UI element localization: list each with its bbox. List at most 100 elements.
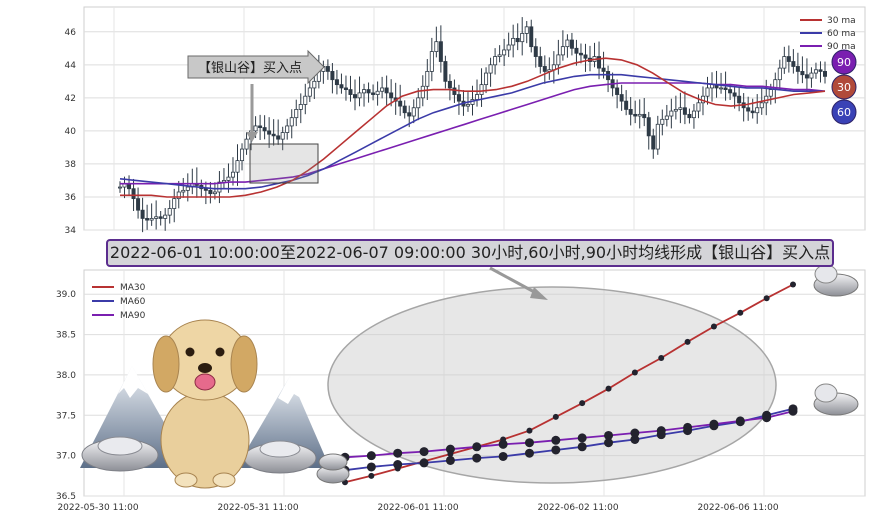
top-legend: 30 ma 60 ma 90 ma	[800, 16, 856, 52]
ma30-point	[790, 281, 796, 288]
candle-body	[339, 84, 344, 89]
ma30-point	[737, 309, 744, 316]
candle-body	[633, 113, 638, 117]
candle-body	[777, 67, 782, 81]
candle-body	[411, 107, 416, 117]
top-legend-label: 60 ma	[827, 29, 856, 39]
ma90-point	[762, 413, 772, 423]
bottom-x-tick-labels: 2022-05-30 11:00 2022-05-31 11:00 2022-06-…	[57, 503, 778, 513]
candle-body	[298, 104, 303, 110]
ma30-point	[605, 385, 612, 392]
candle-body	[823, 71, 828, 77]
candle-body	[267, 130, 272, 135]
ma90-point	[524, 438, 534, 448]
candle-body	[818, 69, 823, 72]
bottom-legend-label: MA90	[120, 311, 146, 321]
candle-body	[140, 209, 145, 219]
ma30-point	[579, 400, 586, 407]
ma90-point	[788, 406, 798, 416]
candle-body	[502, 49, 507, 56]
candle-body	[312, 80, 317, 89]
candle-body	[253, 125, 258, 132]
candle-body	[158, 216, 163, 219]
ingot-icon-ma30	[813, 264, 859, 297]
candle-body	[289, 117, 294, 127]
candle-body	[240, 148, 245, 162]
candle-body	[352, 94, 357, 99]
dog-paw-right	[212, 472, 236, 488]
candle-body	[398, 100, 403, 107]
candle-body	[624, 100, 629, 110]
dog-body	[160, 391, 250, 489]
ingot-icons	[316, 264, 859, 484]
bottom-y-tick-label: 38.0	[56, 371, 76, 381]
candle-body	[425, 71, 430, 87]
candle-body	[515, 37, 520, 43]
bottom-y-tick-label: 37.0	[56, 452, 76, 462]
candle-body	[420, 85, 425, 99]
candlesticks	[118, 17, 828, 233]
candle-body	[484, 72, 489, 86]
candle-body	[136, 198, 141, 211]
bottom-legend-label: MA60	[120, 297, 146, 307]
candle-body	[786, 56, 791, 62]
candle-body	[813, 69, 818, 74]
candle-body	[271, 133, 276, 137]
candle-body	[583, 54, 588, 59]
bottom-ma-lines	[340, 281, 798, 486]
candle-body	[574, 47, 579, 54]
top-y-tick-label: 38	[65, 160, 77, 170]
ingot-left-top	[97, 436, 143, 456]
candle-body	[375, 90, 380, 95]
ma60-point	[419, 458, 429, 468]
ma90-point	[604, 430, 614, 440]
bottom-x-tick-label: 2022-06-06 11:00	[697, 503, 778, 513]
ingot-icon-ma60-ma90	[813, 383, 859, 416]
candle-body	[235, 160, 240, 173]
ingot-icon-start	[316, 453, 350, 484]
candle-body	[809, 72, 814, 79]
candle-body	[438, 41, 443, 62]
candle-body	[416, 97, 421, 109]
candle-body	[167, 208, 172, 216]
mascot-illustration	[80, 319, 330, 489]
dog-eye-left	[185, 347, 195, 357]
dog-ear-left	[152, 335, 180, 393]
bottom-y-tick-label: 38.5	[56, 331, 76, 341]
ma60-point	[498, 451, 508, 461]
candle-body	[181, 189, 186, 193]
ma-badge	[831, 74, 857, 100]
candle-body	[511, 37, 516, 46]
ma30-point	[684, 338, 691, 345]
dog-tongue	[194, 373, 216, 391]
candle-body	[230, 171, 235, 178]
candle-body	[655, 123, 660, 150]
candle-body	[465, 104, 470, 107]
candle-body	[497, 54, 502, 57]
top-moving-averages	[119, 57, 826, 198]
candle-body	[176, 191, 181, 200]
candle-body	[456, 94, 461, 102]
candle-body	[759, 102, 764, 109]
candle-body	[804, 74, 809, 79]
candle-body	[357, 92, 362, 99]
candle-body	[682, 107, 687, 115]
candle-body	[669, 110, 674, 117]
candle-body	[529, 26, 534, 48]
top-y-tick-label: 44	[65, 61, 77, 71]
candle-body	[719, 87, 724, 90]
ma-badge	[831, 99, 857, 125]
candle-body	[664, 115, 669, 120]
ma60-point	[630, 435, 640, 444]
candle-body	[366, 89, 371, 94]
candle-body	[203, 188, 208, 191]
candle-body	[782, 56, 787, 69]
candle-body	[795, 66, 800, 72]
mountain-right-snow	[278, 376, 304, 404]
dog-eye-right	[215, 347, 225, 357]
candle-body	[276, 135, 281, 140]
ma90-point	[577, 433, 587, 443]
ma60-point	[393, 460, 403, 470]
ma60-point	[604, 438, 614, 448]
